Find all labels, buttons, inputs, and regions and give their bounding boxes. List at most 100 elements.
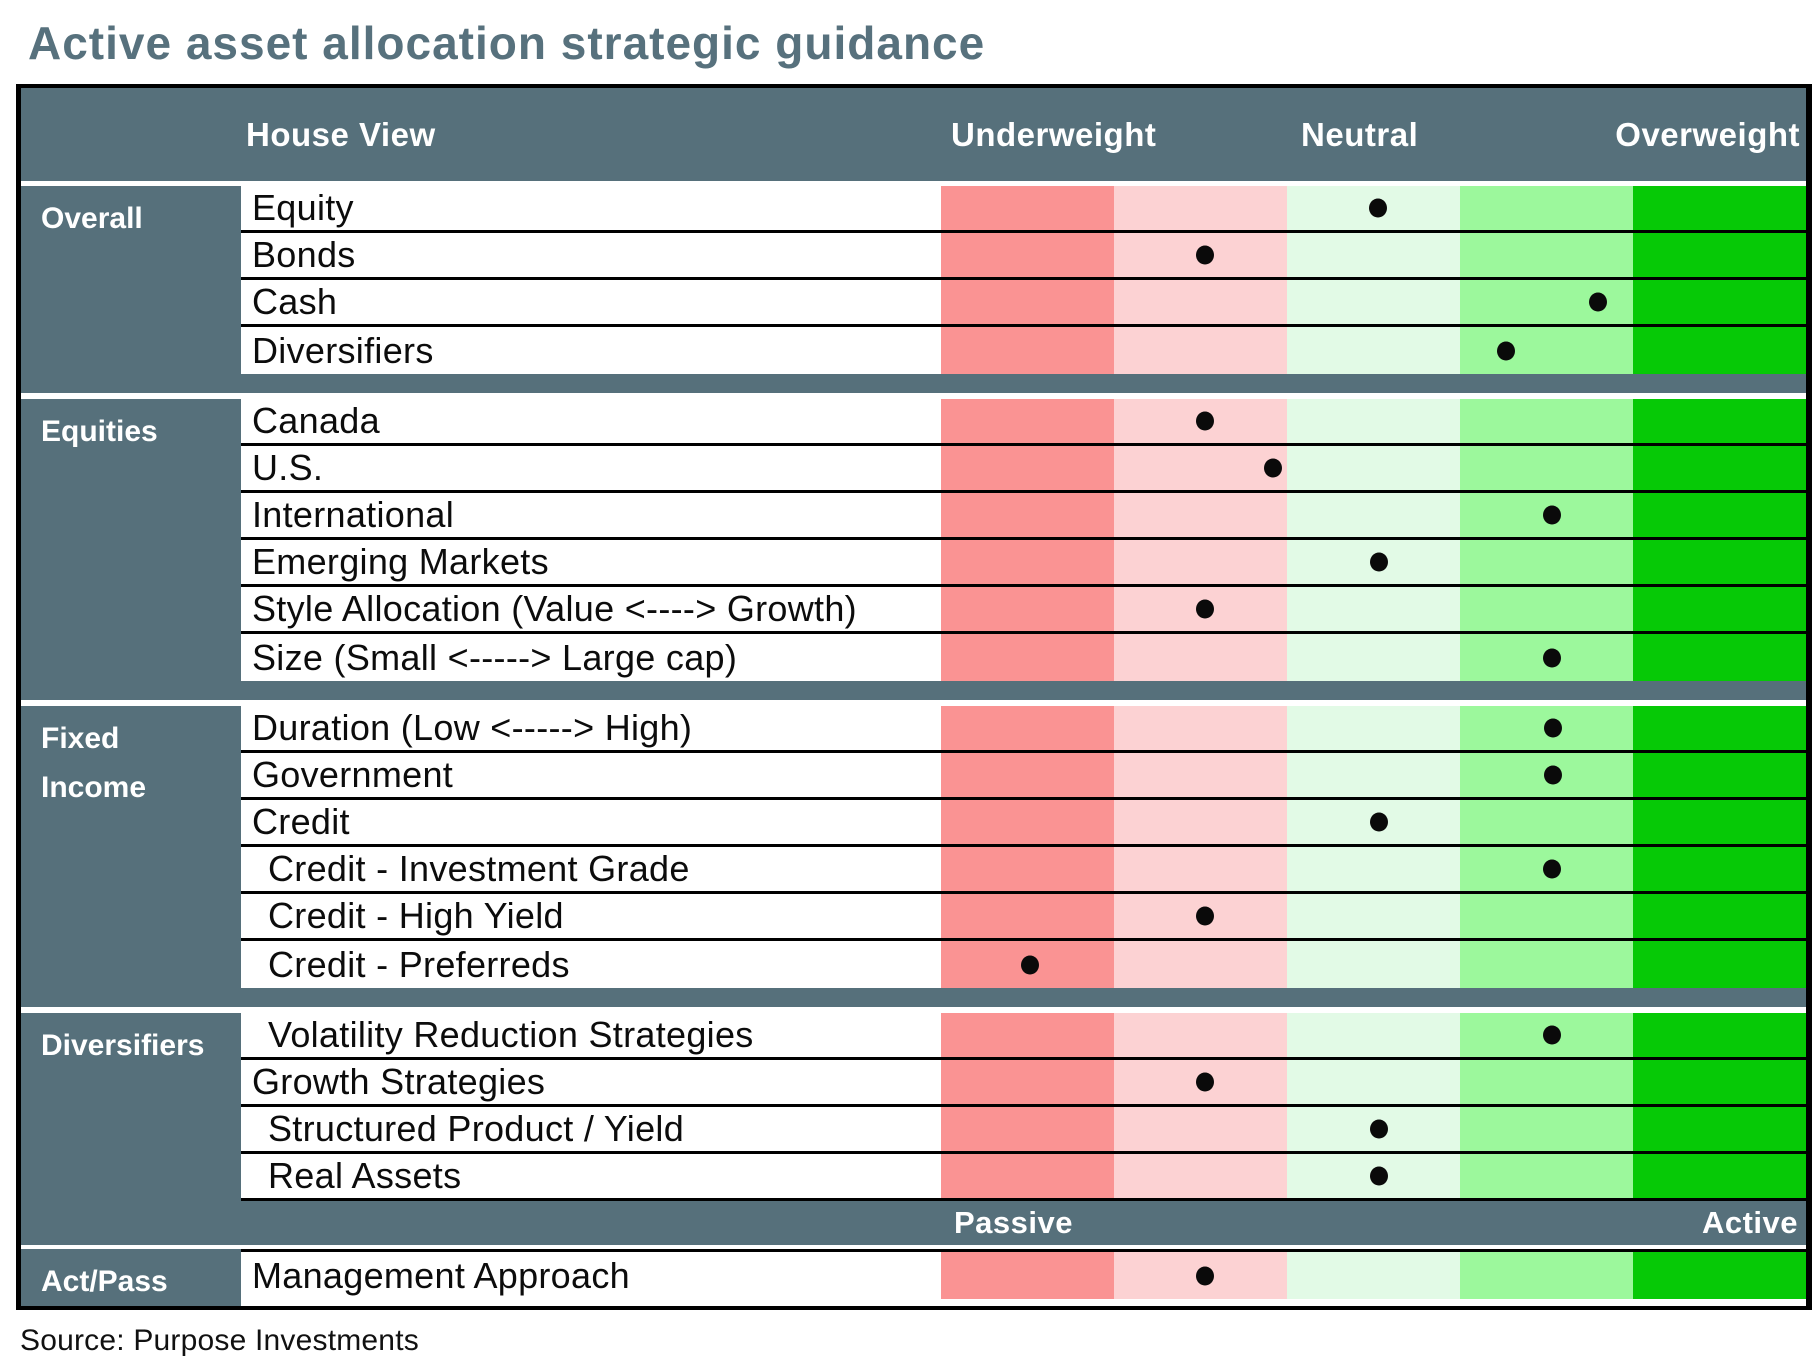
scale-band-1 xyxy=(941,446,1114,490)
scale-band-1 xyxy=(941,706,1114,750)
scale-band-1 xyxy=(941,280,1114,324)
position-dot xyxy=(1195,906,1214,926)
scale-band-3 xyxy=(1287,587,1460,631)
scale-band-3 xyxy=(1287,1013,1460,1057)
row-emerging-markets: Emerging Markets xyxy=(241,540,1806,587)
scale-band-5 xyxy=(1633,493,1806,537)
scale-band-2 xyxy=(1114,634,1287,681)
row-label: Structured Product / Yield xyxy=(241,1107,941,1151)
position-dot xyxy=(1588,292,1607,312)
scale-band-5 xyxy=(1633,1060,1806,1104)
scale-band-2 xyxy=(1114,706,1287,750)
scale-band-4 xyxy=(1460,233,1633,277)
section-fixed-income: Fixed Income Duration (Low <-----> High) Go… xyxy=(21,706,1806,988)
row-label: Style Allocation (Value <----> Growth) xyxy=(241,587,941,631)
scale-band-5 xyxy=(1633,634,1806,681)
rating-scale xyxy=(941,706,1806,750)
section-act-pass: Act/Pass Management Approach xyxy=(21,1249,1806,1306)
rating-scale xyxy=(941,634,1806,681)
row-label: Credit - Preferreds xyxy=(241,941,941,988)
row-label: Bonds xyxy=(241,233,941,277)
scale-band-4 xyxy=(1460,446,1633,490)
row-credit-high-yield: Credit - High Yield xyxy=(241,894,1806,941)
row-size-small-large-cap: Size (Small <-----> Large cap) xyxy=(241,634,1806,681)
row-label: Government xyxy=(241,753,941,797)
row-label: Duration (Low <-----> High) xyxy=(241,706,941,750)
scale-band-1 xyxy=(941,540,1114,584)
row-credit-investment-grade: Credit - Investment Grade xyxy=(241,847,1806,894)
rating-scale xyxy=(941,800,1806,844)
rating-scale xyxy=(941,1060,1806,1104)
section-label-diversifiers: Diversifiers xyxy=(21,1013,241,1245)
scale-band-2 xyxy=(1114,847,1287,891)
scale-band-3 xyxy=(1287,280,1460,324)
rating-scale xyxy=(941,493,1806,537)
scale-band-5 xyxy=(1633,894,1806,938)
table-header: House View Underweight Neutral Overweigh… xyxy=(21,88,1806,181)
scale-band-4 xyxy=(1460,540,1633,584)
position-dot xyxy=(1496,341,1515,360)
section-label-overall: Overall xyxy=(21,186,241,374)
rating-scale xyxy=(941,1252,1806,1299)
row-credit: Credit xyxy=(241,800,1806,847)
section-label-fixed-income: Fixed Income xyxy=(21,706,241,988)
scale-band-3 xyxy=(1287,706,1460,750)
rating-scale xyxy=(941,233,1806,277)
row-label: U.S. xyxy=(241,446,941,490)
scale-band-1 xyxy=(941,753,1114,797)
row-label: Credit - Investment Grade xyxy=(241,847,941,891)
scale-band-4 xyxy=(1460,800,1633,844)
position-dot xyxy=(1543,765,1562,785)
row-bonds: Bonds xyxy=(241,233,1806,280)
scale-band-1 xyxy=(941,233,1114,277)
header-neutral: Neutral xyxy=(1301,115,1419,153)
rating-scale xyxy=(941,941,1806,988)
guidance-table: House View Underweight Neutral Overweigh… xyxy=(16,84,1812,1310)
active-label: Active xyxy=(1701,1205,1798,1240)
scale-band-1 xyxy=(941,186,1114,230)
scale-band-4 xyxy=(1460,941,1633,988)
row-government: Government xyxy=(241,753,1806,800)
scale-band-1 xyxy=(941,634,1114,681)
row-volatility-reduction-strategies: Volatility Reduction Strategies xyxy=(241,1013,1806,1060)
section-divider xyxy=(21,1245,1806,1249)
scale-band-1 xyxy=(941,1060,1114,1104)
scale-band-2 xyxy=(1114,1154,1287,1198)
row-real-assets: Real Assets xyxy=(241,1154,1806,1201)
scale-band-5 xyxy=(1633,753,1806,797)
row-label: Emerging Markets xyxy=(241,540,941,584)
section-gap xyxy=(21,681,1806,700)
position-dot xyxy=(1369,1166,1388,1186)
rating-scale xyxy=(941,1013,1806,1057)
scale-band-3 xyxy=(1287,634,1460,681)
scale-band-5 xyxy=(1633,233,1806,277)
scale-band-1 xyxy=(941,327,1114,374)
row-label: Growth Strategies xyxy=(241,1060,941,1104)
position-dot xyxy=(1542,648,1561,667)
scale-band-5 xyxy=(1633,186,1806,230)
scale-band-1 xyxy=(941,587,1114,631)
scale-band-2 xyxy=(1114,280,1287,324)
header-scale-labels: Underweight Neutral Overweight xyxy=(941,88,1806,181)
scale-band-5 xyxy=(1633,706,1806,750)
scale-band-5 xyxy=(1633,587,1806,631)
sections-container: Overall Equity Bonds Cash Diversifiers Equiti… xyxy=(21,186,1806,1306)
passive-active-labels: Passive Active xyxy=(941,1205,1806,1241)
scale-band-5 xyxy=(1633,399,1806,443)
row-international: International xyxy=(241,493,1806,540)
scale-band-5 xyxy=(1633,540,1806,584)
scale-band-2 xyxy=(1114,800,1287,844)
passive-active-band: Passive Active xyxy=(241,1201,1806,1245)
row-u-s: U.S. xyxy=(241,446,1806,493)
scale-band-2 xyxy=(1114,186,1287,230)
scale-band-5 xyxy=(1633,800,1806,844)
rating-scale xyxy=(941,186,1806,230)
row-structured-product-yield: Structured Product / Yield xyxy=(241,1107,1806,1154)
position-dot xyxy=(1542,1025,1561,1045)
row-label: Diversifiers xyxy=(241,327,941,374)
position-dot xyxy=(1542,859,1561,879)
scale-band-2 xyxy=(1114,493,1287,537)
section-rows: Canada U.S. International Emerging Markets S… xyxy=(241,399,1806,681)
position-dot xyxy=(1543,718,1562,738)
row-label: Real Assets xyxy=(241,1154,941,1198)
